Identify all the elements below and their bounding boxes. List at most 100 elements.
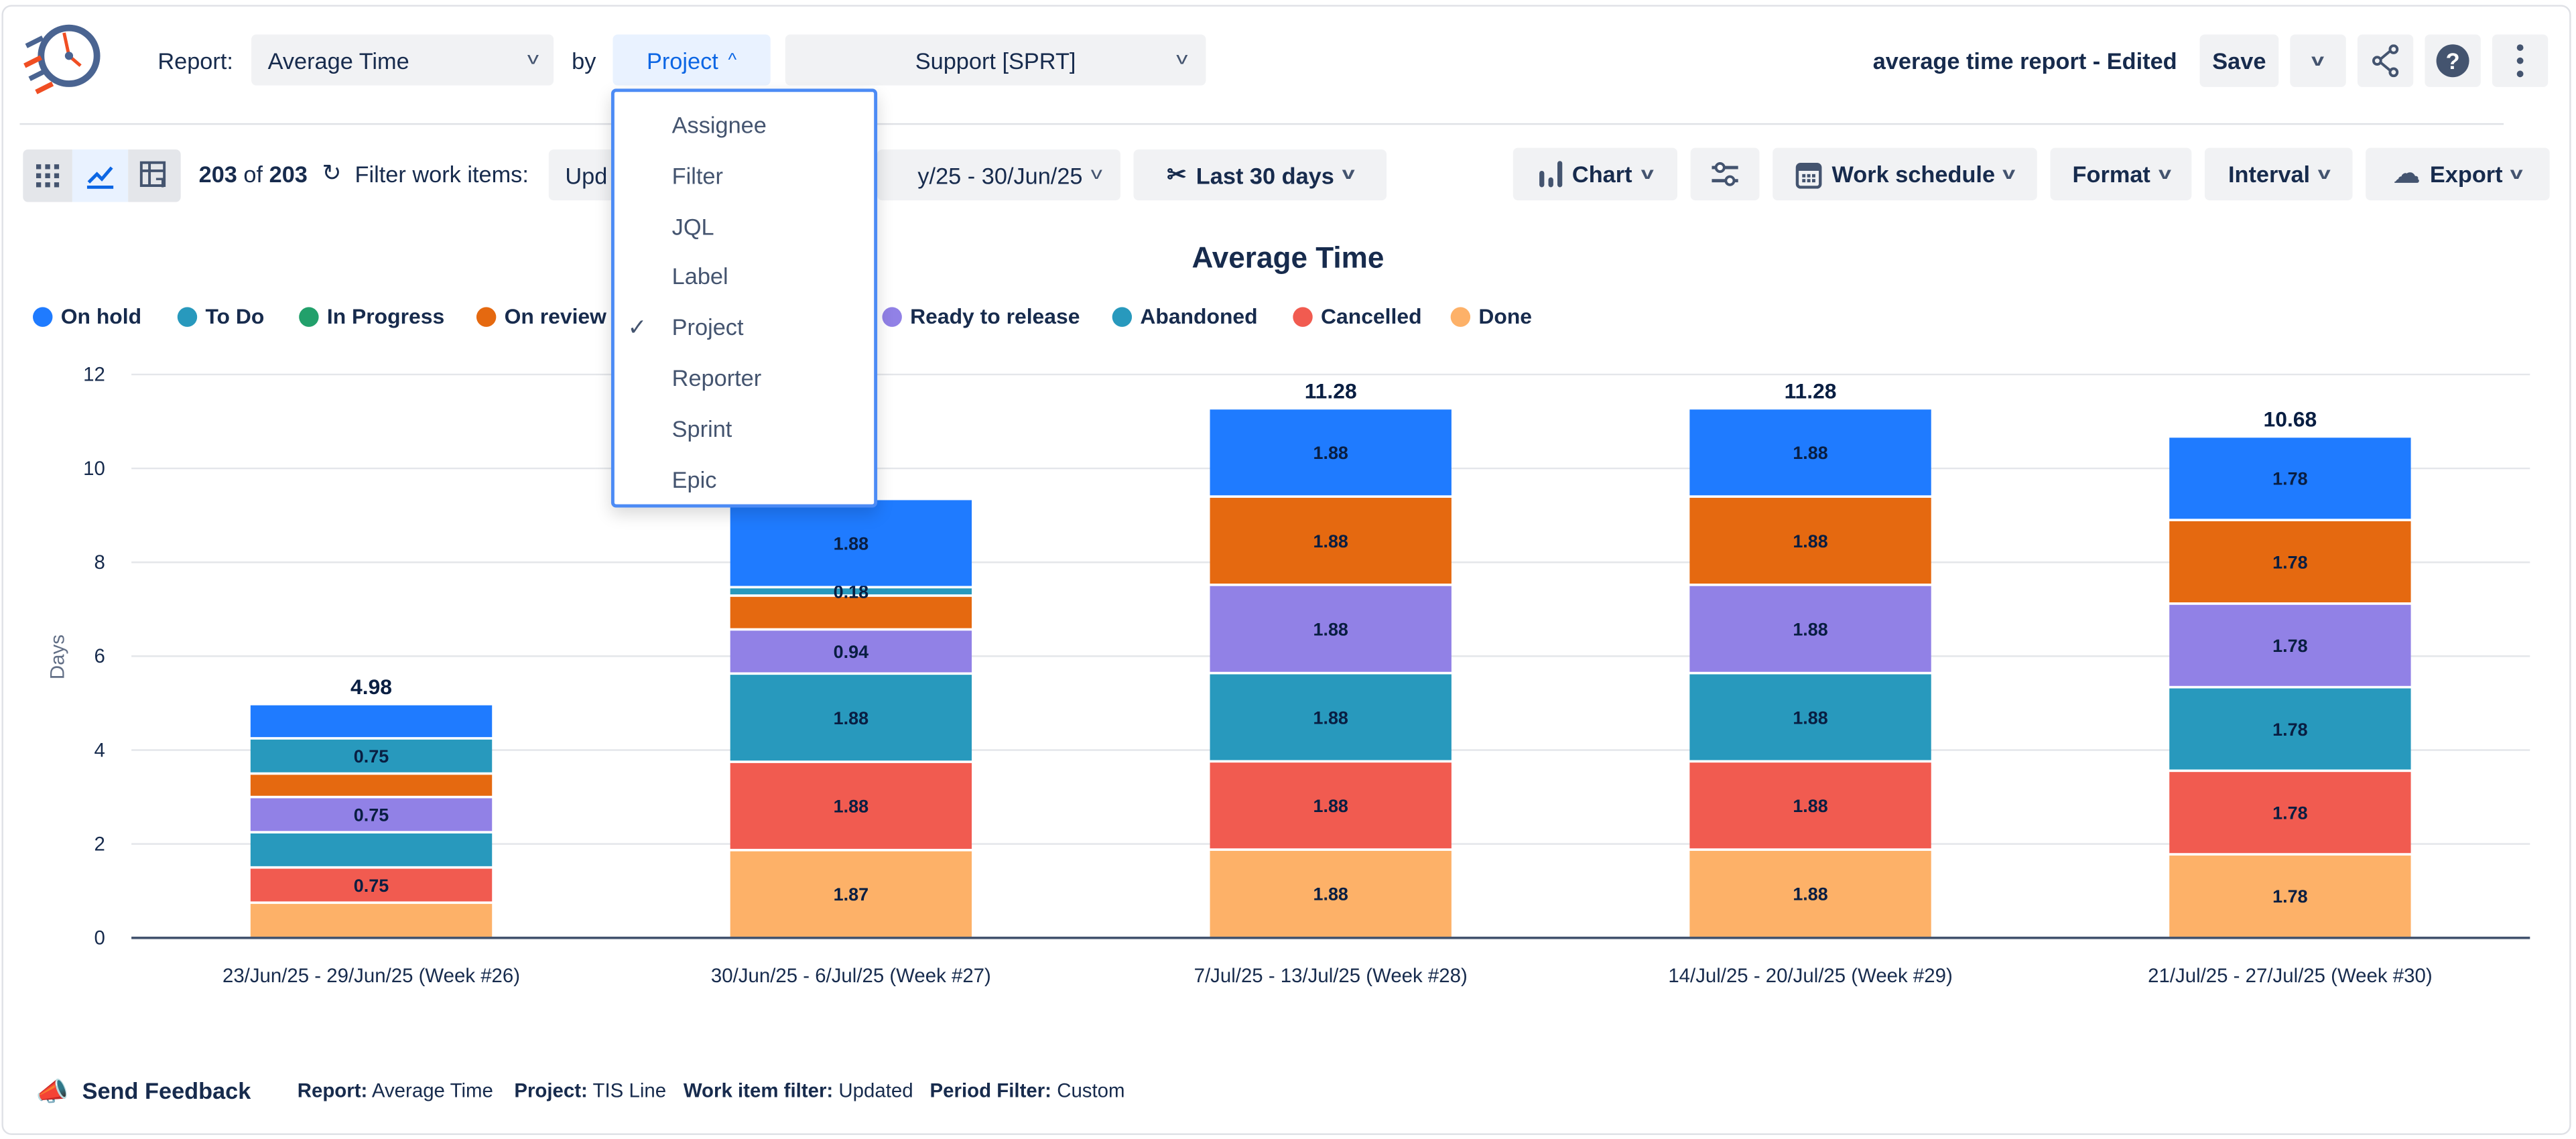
segment-label: 0.75	[354, 746, 389, 766]
bar-segment[interactable]	[1689, 762, 1931, 849]
interval-label: Interval	[2228, 161, 2311, 188]
report-type-select[interactable]: Average Time v	[251, 34, 554, 86]
menu-item-epic[interactable]: Epic	[615, 456, 874, 503]
bar-segment[interactable]	[1210, 586, 1452, 672]
bar-segment[interactable]	[250, 739, 493, 773]
chart-label: Chart	[1571, 161, 1632, 188]
format-button[interactable]: Format v	[2050, 147, 2192, 201]
bar-segment[interactable]	[2169, 604, 2411, 686]
legend-item[interactable]: Cancelled	[1293, 304, 1422, 328]
legend-item[interactable]: In Progress	[299, 304, 444, 328]
format-label: Format	[2072, 161, 2150, 188]
legend-item[interactable]: Done	[1450, 304, 1532, 328]
bar-segment[interactable]	[1689, 409, 1931, 496]
bar-segment[interactable]	[730, 596, 972, 628]
work-schedule-button[interactable]: Work schedule v	[1773, 147, 2037, 201]
bar-segment[interactable]	[730, 762, 972, 849]
legend-item[interactable]: On review	[476, 304, 606, 328]
save-button[interactable]: Save	[2199, 34, 2279, 87]
period-select[interactable]: ✂ Last 30 days v	[1133, 149, 1387, 201]
stacked-bar-chart: 0 2 4 6 8 10 12 Days 23/Jun/25 - 29/Jun/25 (Week…	[47, 364, 2530, 987]
bar-segment[interactable]	[2169, 855, 2411, 937]
chart-type-button[interactable]: Chart v	[1512, 147, 1677, 201]
x-tick-label: 7/Jul/25 - 13/Jul/25 (Week #28)	[1194, 965, 1468, 987]
group-by-menu: Assignee Filter JQL Label ✓ Project Reporter Sp…	[610, 88, 878, 508]
menu-item-reporter[interactable]: Reporter	[615, 355, 874, 401]
send-feedback-link[interactable]: Send Feedback	[82, 1077, 251, 1104]
segment-label: 1.88	[1313, 531, 1348, 551]
legend-swatch	[1450, 306, 1471, 326]
menu-item-filter[interactable]: Filter	[615, 152, 874, 198]
more-options-button[interactable]	[2492, 34, 2549, 87]
bar-segment[interactable]	[250, 833, 493, 866]
share-button[interactable]	[2357, 34, 2414, 87]
menu-item-label[interactable]: Label	[615, 253, 874, 299]
segment-label: 1.78	[2272, 720, 2307, 740]
footer-filter-value: Updated	[838, 1079, 913, 1102]
segment-label: 1.88	[834, 533, 868, 553]
sliders-icon	[1712, 161, 1738, 186]
bar-segment[interactable]	[250, 904, 493, 937]
menu-item-label: JQL	[671, 212, 714, 239]
bar-segment[interactable]	[730, 630, 972, 673]
footer-report-value: Average Time	[371, 1079, 493, 1102]
bar-segment[interactable]	[1689, 850, 1931, 937]
chevron-down-icon: v	[1176, 50, 1188, 69]
group-by-select[interactable]: Project ^	[613, 34, 771, 86]
help-icon: ?	[2436, 44, 2469, 78]
bar-segment[interactable]	[250, 775, 493, 796]
bar-segment[interactable]	[2169, 688, 2411, 770]
bar-segment[interactable]	[2169, 772, 2411, 854]
bar-segment[interactable]	[2169, 521, 2411, 603]
segment-label: 0.94	[834, 642, 868, 662]
bar-segment[interactable]	[250, 868, 493, 902]
segment-label: 1.88	[1313, 796, 1348, 816]
legend-label: Abandoned	[1140, 304, 1258, 329]
legend-item[interactable]: On hold	[33, 304, 141, 328]
bar-segment[interactable]	[730, 588, 972, 595]
menu-item-jql[interactable]: JQL	[615, 203, 874, 249]
date-range-select[interactable]: y/25 - 30/Jun/25 v	[877, 149, 1120, 201]
segment-label: 1.78	[2272, 469, 2307, 489]
menu-item-project[interactable]: ✓ Project	[615, 304, 874, 350]
help-button[interactable]: ?	[2425, 34, 2481, 87]
work-item-filter-select[interactable]: Upd	[548, 149, 615, 201]
chevron-down-icon: v	[1090, 165, 1102, 184]
export-button[interactable]: ☁ Export v	[2366, 147, 2550, 201]
calendar-icon	[1795, 161, 1822, 188]
bar-segment[interactable]	[2169, 438, 2411, 519]
bar-segment[interactable]	[1210, 497, 1452, 584]
pivot-view-button[interactable]	[128, 149, 181, 202]
bar-total-label: 11.28	[1785, 379, 1837, 403]
project-select[interactable]: Support [SPRT] v	[785, 34, 1206, 86]
bar-segment[interactable]	[1689, 586, 1931, 672]
bar-segment[interactable]	[250, 798, 493, 831]
bar-segment[interactable]	[1210, 850, 1452, 937]
bar-segment[interactable]	[730, 675, 972, 761]
chart-view-button[interactable]	[72, 149, 129, 202]
menu-item-label: Assignee	[671, 111, 767, 138]
bar-segment[interactable]	[1210, 674, 1452, 760]
interval-button[interactable]: Interval v	[2204, 147, 2353, 201]
period-value: Last 30 days	[1196, 161, 1334, 188]
legend-item[interactable]: Abandoned	[1112, 304, 1258, 329]
bar-segment[interactable]	[1210, 409, 1452, 496]
bar-segment[interactable]	[1689, 674, 1931, 760]
legend-item[interactable]: To Do	[177, 304, 265, 329]
chart-title: Average Time	[1192, 241, 1384, 275]
settings-button[interactable]	[1690, 147, 1760, 201]
footer-period-value: Custom	[1057, 1079, 1125, 1102]
menu-item-assignee[interactable]: Assignee	[615, 102, 874, 148]
legend-item[interactable]: Ready to release	[882, 304, 1080, 328]
legend-label: To Do	[205, 304, 265, 329]
refresh-icon[interactable]: ↻	[322, 159, 342, 186]
bar-segment[interactable]	[250, 705, 493, 738]
more-icon	[2516, 44, 2524, 78]
bar-segment[interactable]	[730, 851, 972, 937]
bar-segment[interactable]	[1210, 762, 1452, 849]
bar-segment[interactable]	[730, 500, 972, 586]
save-options-button[interactable]: v	[2290, 34, 2346, 87]
table-view-button[interactable]	[23, 149, 72, 202]
bar-segment[interactable]	[1689, 497, 1931, 584]
menu-item-sprint[interactable]: Sprint	[615, 405, 874, 452]
